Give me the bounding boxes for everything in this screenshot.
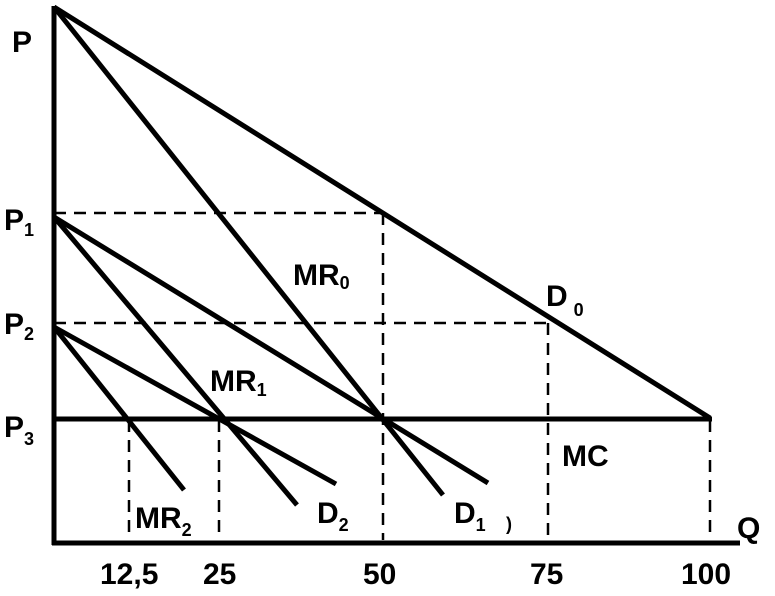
mr2-curve (52, 325, 186, 492)
tick-label-p1: P1 (4, 204, 34, 240)
mr1-curve (52, 215, 299, 507)
tick-label-50: 50 (363, 558, 396, 591)
label-mr1: MR1 (210, 365, 267, 400)
tick-label-p3: P3 (4, 411, 34, 449)
x-axis-label: Q (737, 512, 760, 545)
tick-label-12-5: 12,5 (100, 558, 158, 591)
tick-label-75: 75 (530, 558, 563, 591)
tick-label-100: 100 (681, 558, 731, 591)
label-mr2: MR2 (135, 502, 192, 540)
y-axis-label: P (12, 26, 32, 59)
label-d2: D2 (317, 497, 349, 535)
label-d1: D1 (454, 497, 486, 535)
label-mr0: MR0 (293, 259, 350, 293)
tick-label-p2: P2 (4, 308, 34, 344)
label-d1-stray-mark: ) (506, 514, 512, 534)
d1-demand-curve (52, 214, 490, 486)
d2-demand-curve (52, 324, 338, 487)
label-mc: MC (562, 440, 609, 473)
tick-label-25: 25 (203, 558, 236, 591)
d0-demand-curve (52, 4, 712, 421)
